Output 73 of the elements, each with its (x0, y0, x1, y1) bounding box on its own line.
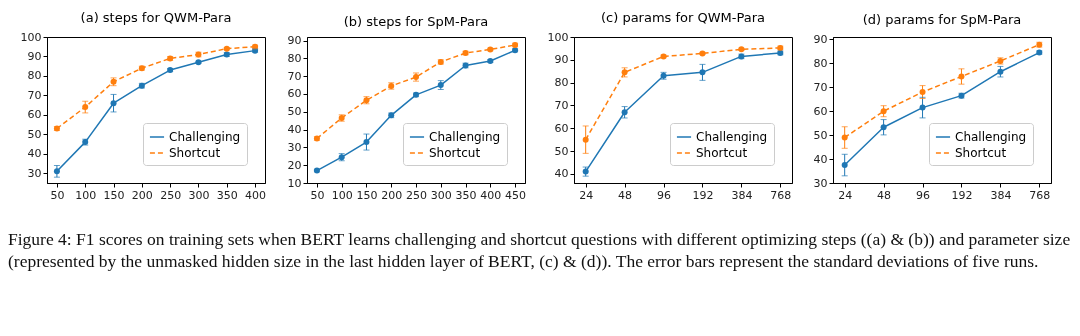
x-tick-label: 768 (770, 188, 792, 202)
x-tick-label: 384 (990, 188, 1012, 202)
y-tick-label: 50 (27, 127, 42, 141)
x-tick-label: 200 (131, 188, 153, 202)
y-tick-label: 50 (287, 105, 302, 119)
x-tick-label: 300 (188, 188, 210, 202)
y-tick-label: 40 (813, 152, 828, 166)
x-tick-label: 192 (692, 188, 714, 202)
x-tick-label: 96 (916, 188, 931, 202)
y-tick-label: 90 (554, 53, 569, 67)
y-tick-label: 90 (27, 49, 42, 63)
y-tick-label: 60 (27, 108, 42, 122)
y-tick-label: 80 (287, 51, 302, 65)
y-tick-label: 40 (287, 123, 302, 137)
x-tick-label: 48 (618, 188, 633, 202)
y-tick-label: 70 (27, 88, 42, 102)
x-tick-label: 200 (381, 188, 403, 202)
x-tick-label: 150 (356, 188, 378, 202)
y-tick-label: 70 (813, 80, 828, 94)
legend-label: Shortcut (429, 146, 481, 160)
y-tick-label: 40 (554, 167, 569, 181)
x-tick-label: 96 (657, 188, 672, 202)
x-tick-label: 300 (430, 188, 452, 202)
legend-label: Shortcut (696, 146, 748, 160)
x-tick-label: 350 (455, 188, 477, 202)
y-tick-label: 70 (554, 98, 569, 112)
y-tick-label: 20 (287, 158, 302, 172)
chart-title: (a) steps for QWM-Para (80, 10, 232, 25)
legend-label: Shortcut (955, 146, 1007, 160)
x-tick-label: 450 (505, 188, 527, 202)
legend-label: Challenging (429, 130, 501, 144)
x-tick-label: 192 (951, 188, 973, 202)
y-tick-label: 30 (813, 176, 828, 190)
legend-label: Challenging (169, 130, 241, 144)
caption: Figure 4: F1 scores on training sets when BERT learns challenging and shortcut questions with different optimizing steps ((a) & (b)) and parameter size (represented by the unmasked hidden size in the last hidden layer of BERT, (c) & (d)). The error bars represent the standard deviations of five runs. (7, 228, 1072, 272)
x-tick-label: 384 (731, 188, 753, 202)
y-tick-label: 100 (20, 30, 42, 44)
y-tick-label: 90 (287, 34, 302, 48)
x-tick-label: 50 (50, 188, 65, 202)
legend-label: Challenging (696, 130, 768, 144)
chart-title: (c) params for QWM-Para (600, 10, 766, 25)
y-tick-label: 100 (547, 30, 569, 44)
y-tick-label: 80 (27, 69, 42, 83)
x-tick-label: 250 (406, 188, 427, 202)
x-tick-label: 350 (216, 188, 238, 202)
y-tick-label: 60 (287, 87, 302, 101)
x-tick-label: 100 (75, 188, 97, 202)
y-tick-label: 40 (27, 147, 42, 161)
legend-label: Shortcut (169, 146, 221, 160)
y-tick-label: 30 (287, 140, 302, 154)
x-tick-label: 48 (877, 188, 892, 202)
y-tick-label: 90 (813, 32, 828, 46)
y-tick-label: 60 (554, 121, 569, 135)
y-tick-label: 80 (554, 76, 569, 90)
chart-title: (d) params for SpM-Para (862, 12, 1022, 28)
x-tick-label: 50 (310, 188, 325, 202)
x-tick-label: 24 (579, 188, 594, 202)
y-tick-label: 30 (27, 166, 42, 180)
x-tick-label: 100 (331, 188, 353, 202)
y-tick-label: 50 (554, 144, 569, 158)
x-tick-label: 400 (480, 188, 502, 202)
y-tick-label: 60 (813, 104, 828, 118)
y-tick-label: 80 (813, 56, 828, 70)
x-tick-label: 150 (103, 188, 125, 202)
y-tick-label: 50 (813, 128, 828, 142)
x-tick-label: 250 (160, 188, 182, 202)
y-tick-label: 70 (287, 69, 302, 83)
x-tick-label: 768 (1029, 188, 1051, 202)
chart-title: (b) steps for SpM-Para (343, 13, 489, 29)
legend-label: Challenging (955, 130, 1027, 144)
x-tick-label: 400 (245, 188, 267, 202)
x-tick-label: 24 (838, 188, 853, 202)
y-tick-label: 10 (287, 176, 302, 190)
